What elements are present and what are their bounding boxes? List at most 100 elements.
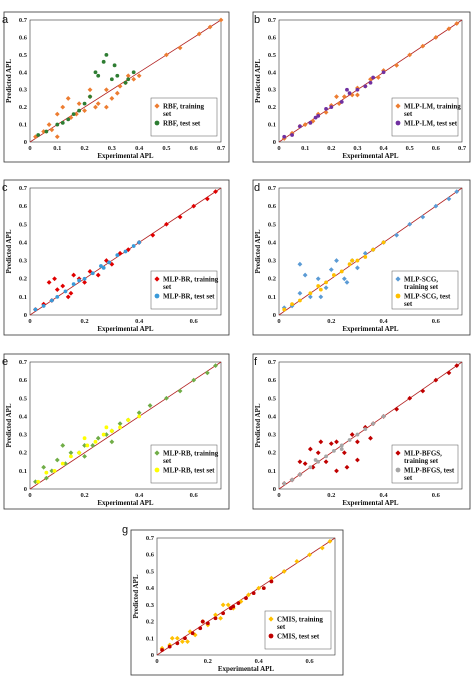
data-point xyxy=(324,280,328,285)
panel-b: b 0 0.1 0.2 0.3 0.4 0.5 0.6 0.7 0 0.1 0.2 0.3 0.4 0.5 0… xyxy=(252,11,471,163)
data-point xyxy=(33,307,38,312)
data-point xyxy=(115,73,120,78)
data-point xyxy=(324,454,328,459)
data-point xyxy=(131,244,136,248)
x-axis-title: Experimental APL xyxy=(97,152,154,160)
data-point xyxy=(213,616,218,621)
data-point xyxy=(220,602,226,608)
data-point xyxy=(298,472,302,477)
x-tick-label: 0.2 xyxy=(327,145,335,152)
x-tick-label: 0 xyxy=(277,145,280,152)
data-point xyxy=(118,425,122,430)
data-point xyxy=(60,443,66,448)
data-point xyxy=(82,108,87,114)
panel-c: c 0 0.1 0.2 0.3 0.4 0.5 0.6 0.7 0 0.2 0.4 0.6 Experim… xyxy=(2,179,230,336)
x-axis-title: Experimental APL xyxy=(97,325,154,333)
y-tick-label: 0.7 xyxy=(19,359,28,366)
data-point xyxy=(160,648,164,652)
series-2 xyxy=(282,240,386,312)
data-point xyxy=(46,122,52,127)
data-point xyxy=(225,602,231,608)
data-point xyxy=(420,214,426,220)
data-point xyxy=(394,62,400,68)
data-point xyxy=(334,94,339,100)
data-point xyxy=(109,439,115,445)
data-point xyxy=(363,84,368,89)
data-point xyxy=(454,21,460,26)
legend-box xyxy=(150,97,218,137)
data-point xyxy=(316,284,321,288)
data-point xyxy=(347,91,352,96)
y-tick-label: 0.1 xyxy=(19,294,27,301)
data-point xyxy=(332,273,336,277)
data-point xyxy=(323,109,329,115)
data-point xyxy=(104,52,109,57)
data-point xyxy=(310,118,316,124)
legend-marker xyxy=(268,616,274,622)
legend-marker xyxy=(154,450,160,456)
data-point xyxy=(117,83,123,89)
data-point xyxy=(375,75,381,80)
data-point xyxy=(454,363,460,369)
panel-d: d 0 0.1 0.2 0.3 0.4 0.5 0.6 0.7 0 0.2 0.4 0.6 Experim… xyxy=(252,179,471,336)
series-2 xyxy=(160,579,274,652)
y-tick-label: 0.7 xyxy=(268,17,277,24)
y-tick-label: 0 xyxy=(24,486,27,493)
data-point xyxy=(407,52,413,58)
panel-f: f 0 0.1 0.2 0.3 0.4 0.5 0.6 0.7 0 0.2 0.4 0.6 Experim… xyxy=(252,353,471,510)
panel-letter: c xyxy=(2,182,8,194)
data-point xyxy=(41,304,46,308)
data-point xyxy=(54,287,60,292)
legend-box xyxy=(391,444,459,484)
data-point xyxy=(339,269,344,274)
legend-label: MLP-RB, test set xyxy=(163,467,215,475)
data-point xyxy=(109,96,115,101)
data-point xyxy=(355,265,360,271)
x-tick-label: 0.7 xyxy=(217,145,226,152)
x-axis-title: Experimental APL xyxy=(342,152,399,160)
data-point xyxy=(60,461,65,466)
data-point xyxy=(363,255,368,259)
data-point xyxy=(420,43,426,49)
legend-label: RBF, training set xyxy=(163,103,204,119)
data-point xyxy=(66,117,71,122)
data-point xyxy=(126,418,131,422)
data-point xyxy=(82,443,87,448)
x-tick-label: 0 xyxy=(28,145,31,152)
data-point xyxy=(308,465,313,470)
identity-line xyxy=(29,361,222,490)
data-point xyxy=(82,101,87,106)
data-point xyxy=(328,441,334,447)
panel-letter: e xyxy=(2,356,8,368)
legend-marker xyxy=(395,103,401,109)
data-point xyxy=(71,112,76,117)
data-point xyxy=(344,464,350,470)
y-tick-label: 0.6 xyxy=(268,34,277,41)
series-2 xyxy=(33,240,142,312)
legend-marker xyxy=(395,467,401,473)
data-point xyxy=(213,612,218,618)
data-point xyxy=(87,87,93,93)
data-point xyxy=(196,31,202,37)
data-point xyxy=(334,258,339,263)
legend-label: MLP-SCG, training set xyxy=(404,276,439,292)
legend-label: MLP-BFGS, training set xyxy=(404,450,442,466)
data-point xyxy=(136,73,142,79)
y-tick-label: 0 xyxy=(273,486,276,493)
data-point xyxy=(246,592,251,598)
x-tick-label: 0.4 xyxy=(135,145,144,152)
data-point xyxy=(43,475,49,481)
data-point xyxy=(294,559,300,564)
data-point xyxy=(302,272,308,278)
y-tick-label: 0.5 xyxy=(19,221,28,228)
y-tick-label: 0 xyxy=(24,312,27,319)
data-point xyxy=(344,279,350,285)
data-point xyxy=(297,459,303,465)
data-point xyxy=(90,443,96,448)
data-point xyxy=(109,77,114,82)
y-tick-label: 0.4 xyxy=(19,69,28,76)
data-point xyxy=(355,87,360,92)
